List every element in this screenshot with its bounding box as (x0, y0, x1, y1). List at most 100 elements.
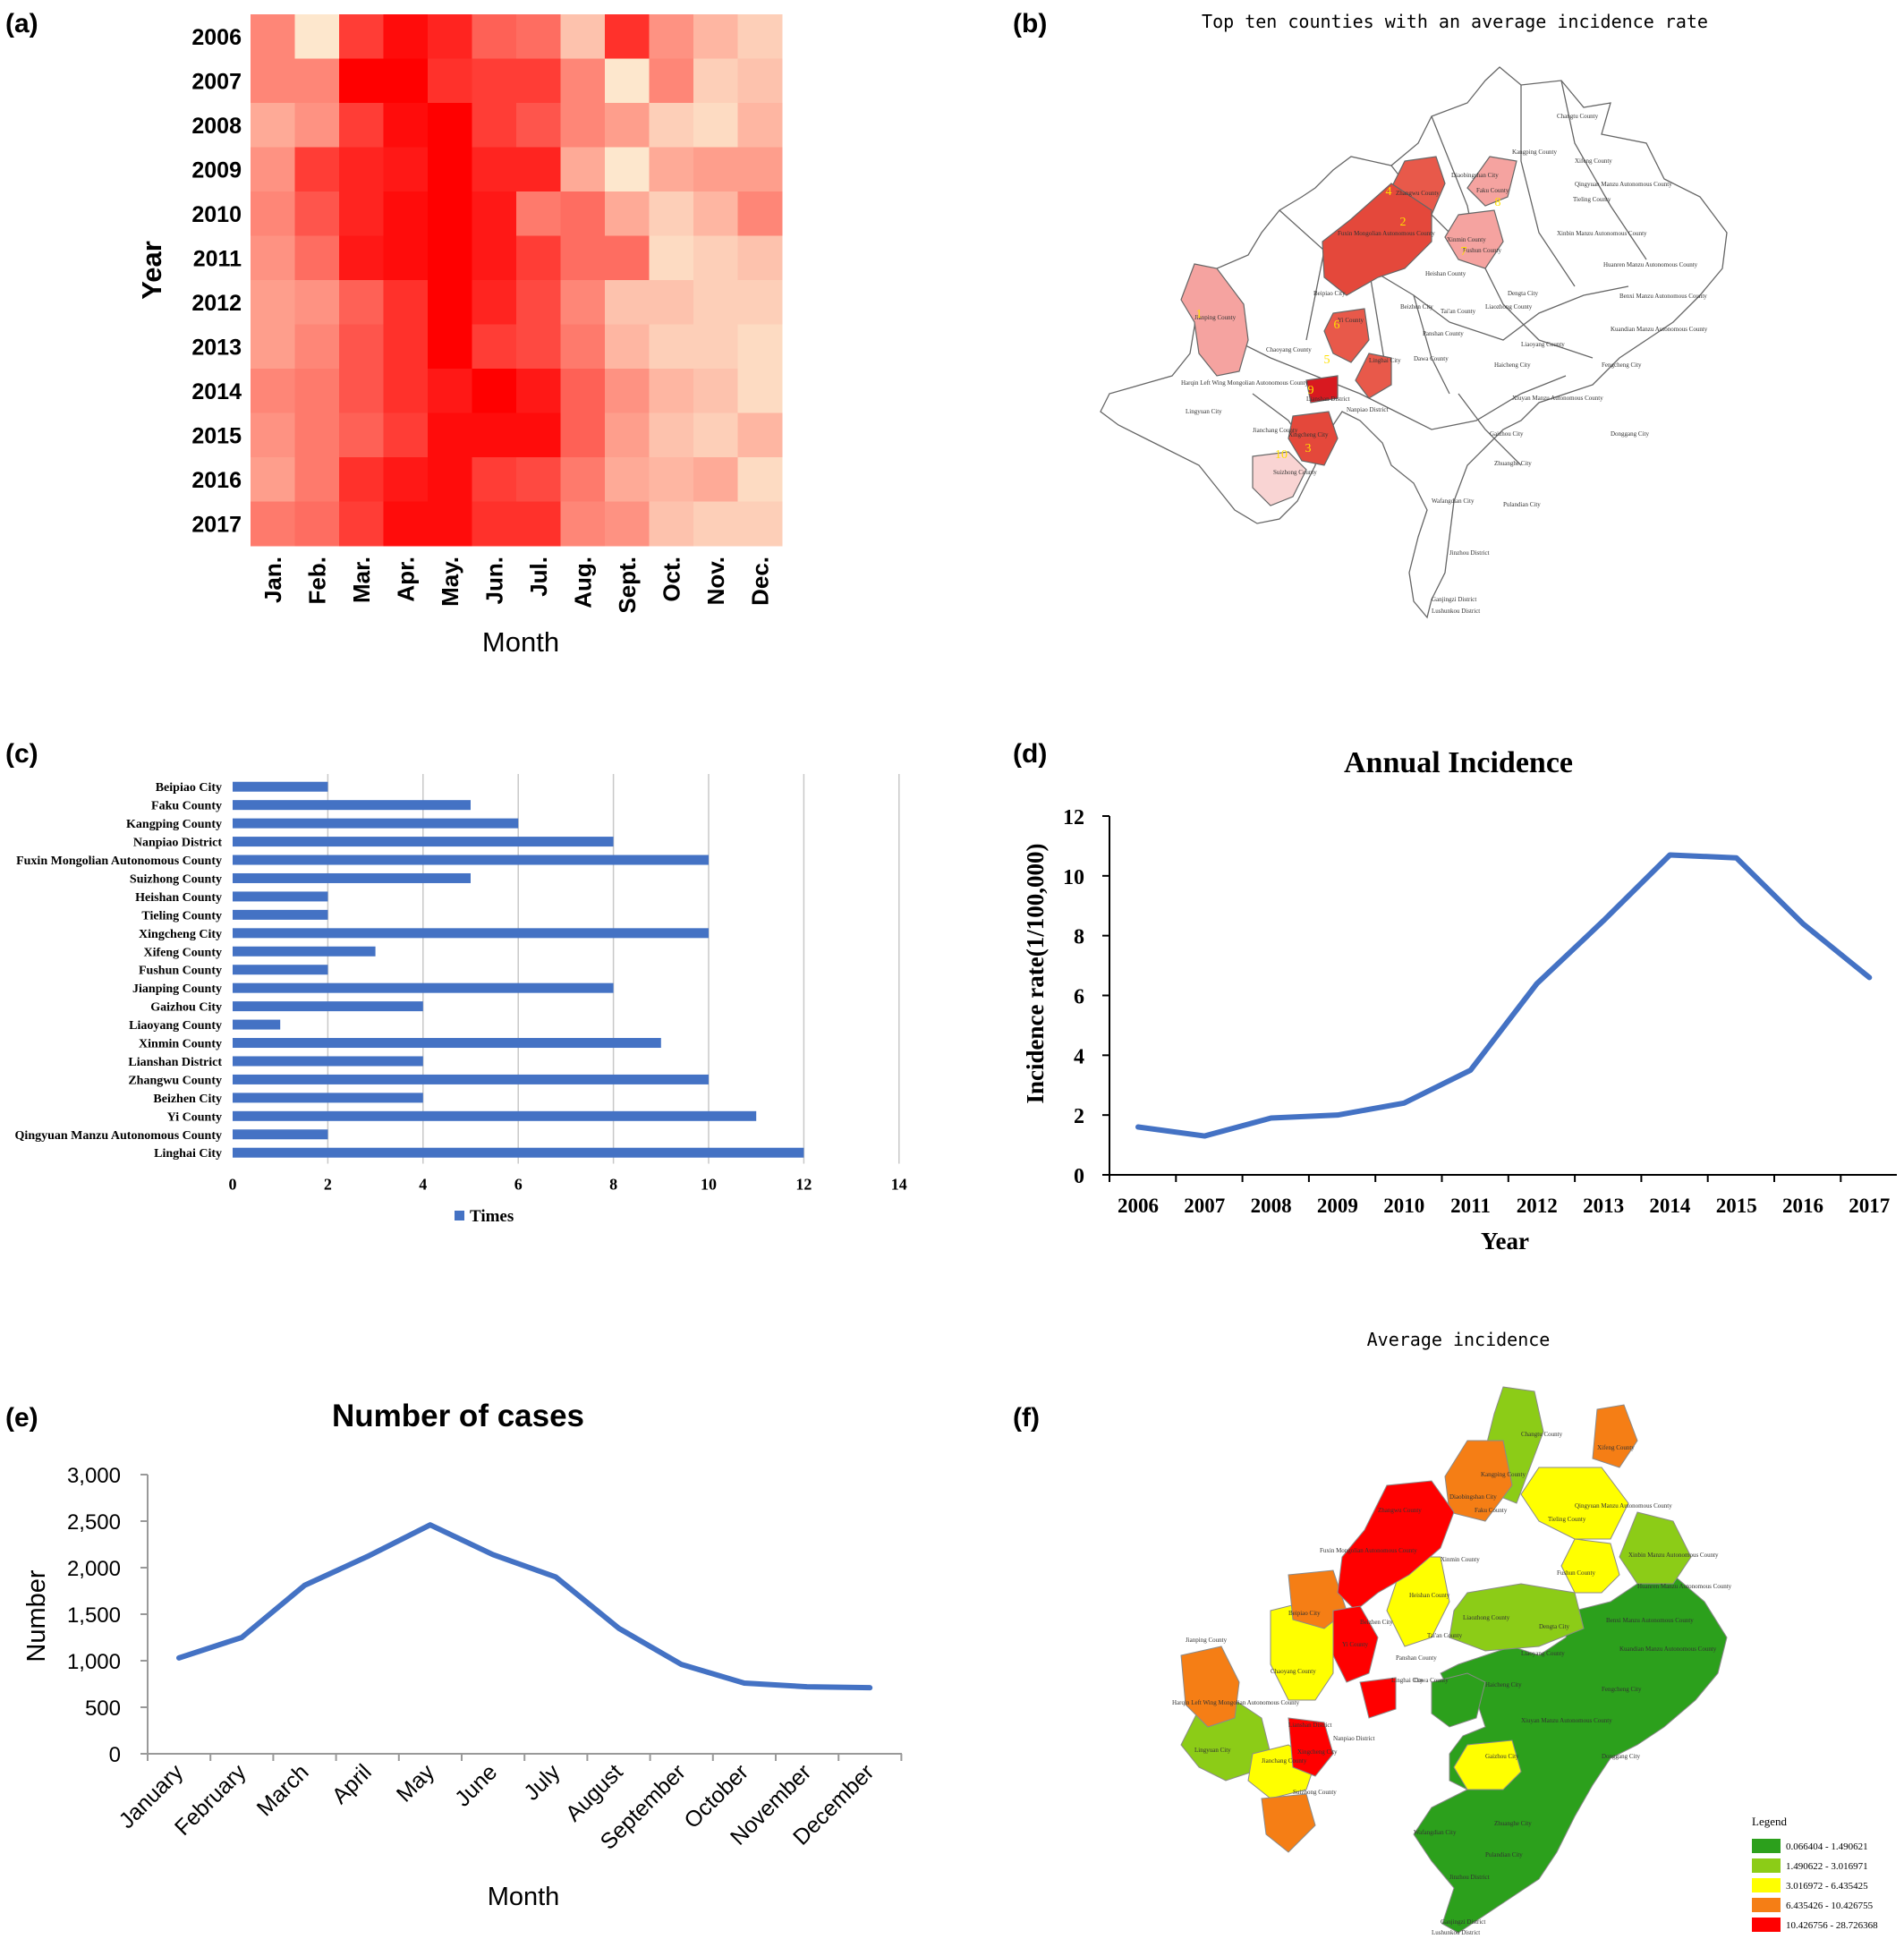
map-b-county-label: Qingyuan Manzu Autonomous County (1575, 181, 1672, 188)
map-b-rank-label: 3 (1305, 442, 1312, 455)
bar-category-label: Yi County (167, 1110, 222, 1124)
map-f-county-label: Faku County (1475, 1507, 1508, 1514)
map-b-county-label: Beipiao City (1313, 290, 1346, 297)
heatmap-cell (693, 412, 738, 458)
heatmap-cell (737, 235, 783, 281)
heatmap-month-label: Feb. (303, 557, 330, 604)
heatmap-cell (693, 103, 738, 148)
panel-b-tag: (b) (1013, 9, 1047, 38)
annual-y-tick-label: 6 (1074, 986, 1084, 1009)
annual-y-tick-label: 4 (1074, 1045, 1084, 1068)
heatmap-year-label: 2013 (191, 335, 242, 360)
heatmap-cell (693, 14, 738, 59)
faku-county-region (1466, 156, 1517, 207)
heatmap-cell (472, 412, 517, 458)
heatmap-cell (472, 191, 517, 236)
map-f-county-label: Zhangwu County (1378, 1507, 1422, 1514)
suizhong-county-region (1252, 451, 1307, 506)
heatmap-cell (560, 58, 606, 104)
heatmap-cell (737, 412, 783, 458)
heatmap-cell (560, 191, 606, 236)
map-f-county-label: Lingyuan City (1194, 1747, 1231, 1754)
bar (233, 1019, 281, 1030)
heatmap-cell (605, 58, 650, 104)
map-f-county-label: Xingcheng City (1297, 1748, 1338, 1756)
map-f-county-label: Xinmin County (1441, 1556, 1480, 1563)
bar-category-label: Suizhong County (130, 872, 222, 886)
heatmap-cell (383, 324, 429, 370)
heatmap-cell (339, 412, 384, 458)
bar (233, 1129, 328, 1140)
map-f-county-label: Yi County (1342, 1641, 1368, 1648)
heatmap-cell (649, 147, 694, 192)
heatmap-cells (251, 14, 783, 547)
legend-swatch (1752, 1878, 1781, 1892)
heatmap-cell (693, 501, 738, 547)
map-f-county-label: Huanren Manzu Autonomous County (1637, 1583, 1732, 1590)
bar (233, 781, 328, 792)
heatmap-cell (383, 147, 429, 192)
map-f-county-label: Tieling County (1548, 1516, 1586, 1523)
bar-x-tick-label: 12 (795, 1175, 812, 1193)
bar-x-tick-label: 4 (419, 1175, 427, 1193)
heatmap-cell (294, 457, 340, 502)
heatmap-cell (605, 324, 650, 370)
heatmap-cell (428, 58, 472, 104)
bar-x-tick-label: 6 (514, 1175, 523, 1193)
map-f-county-label: Tai'an County (1427, 1632, 1463, 1639)
map-b-county-label: Kangping County (1512, 149, 1557, 156)
map-b-county-label: Beizhen City (1400, 303, 1433, 310)
heatmap-cell (428, 412, 472, 458)
heatmap-cell (605, 147, 650, 192)
heatmap-cell (516, 457, 561, 502)
legend-item-label: 1.490622 - 3.016971 (1786, 1861, 1868, 1872)
bar-chart-bars (233, 781, 804, 1158)
heatmap-cell (516, 412, 561, 458)
bar-x-tick-label: 14 (891, 1175, 907, 1193)
heatmap-cell (339, 191, 384, 236)
heatmap-cell (294, 280, 340, 325)
region-red-3 (1359, 1677, 1397, 1719)
heatmap-month-label: May. (437, 557, 463, 607)
annual-x-tick-label: 2017 (1849, 1195, 1890, 1217)
heatmap-cell (516, 191, 561, 236)
bar-category-label: Qingyuan Manzu Autonomous County (15, 1129, 222, 1143)
annual-y-tick-label: 0 (1074, 1165, 1084, 1188)
map-b-rank-label: 9 (1308, 384, 1314, 397)
map-b-county-label: Fuxin Mongolian Autonomous County (1338, 230, 1435, 237)
heatmap-cell (428, 324, 472, 370)
cases-y-tick-label: 2,000 (67, 1557, 121, 1581)
heatmap-cell (693, 58, 738, 104)
map-b-county-label: Fushun County (1463, 247, 1501, 254)
heatmap-cell (294, 369, 340, 413)
heatmap-cell (516, 14, 561, 59)
xingcheng-city-region (1288, 411, 1339, 466)
annual-incidence-line (1135, 852, 1873, 1139)
heatmap-cell (294, 324, 340, 370)
heatmap-cell (294, 191, 340, 236)
annual-x-tick-label: 2007 (1184, 1195, 1225, 1217)
map-b-county-label: Benxi Manzu Autonomous County (1619, 293, 1707, 300)
map-f-county-label: Heishan County (1409, 1592, 1450, 1599)
annual-y-tick-label: 10 (1063, 866, 1084, 889)
panel-a-tag: (a) (5, 9, 38, 38)
cases-x-tick-label: March (252, 1759, 314, 1821)
bar (233, 928, 709, 939)
bar (233, 837, 614, 847)
heatmap-cell (649, 280, 694, 325)
highlighted-counties (1180, 156, 1517, 506)
heatmap-cell (251, 191, 295, 236)
bar-category-label: Jianping County (132, 982, 222, 996)
heatmap-cell (693, 191, 738, 236)
annual-x-tick-label: 2012 (1517, 1195, 1558, 1217)
region-red-1 (1337, 1480, 1455, 1612)
heatmap-cell (649, 412, 694, 458)
bar-category-label: Fushun County (139, 965, 222, 978)
linghai-city-region (1355, 353, 1392, 399)
region-orange-5 (1592, 1404, 1638, 1468)
nanpiao-district-region (1305, 375, 1339, 404)
heatmap-cell (428, 369, 472, 413)
map-b-county-label: Xingcheng City (1288, 431, 1329, 438)
map-b-rank-label: 7 (1461, 245, 1467, 259)
map-b-county-label: Jinzhou District (1449, 549, 1490, 557)
